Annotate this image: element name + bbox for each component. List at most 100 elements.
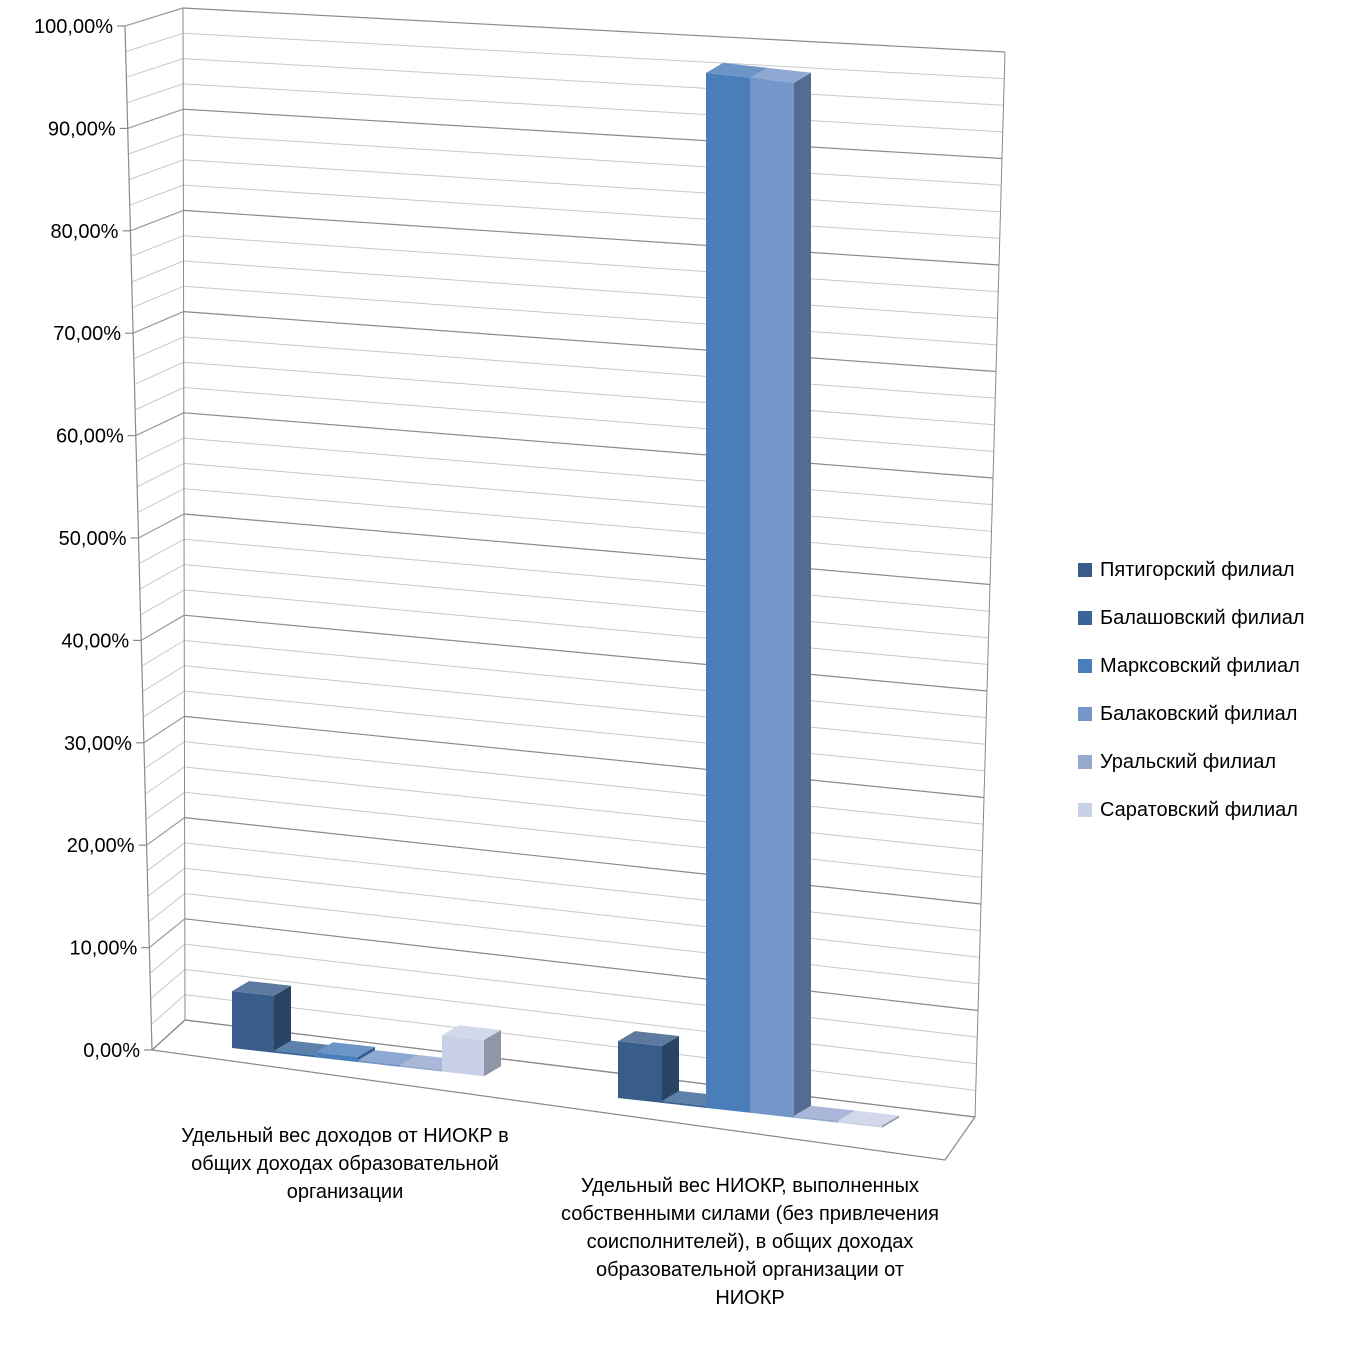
- gridline: [184, 766, 983, 852]
- bar-side-1-1: [274, 985, 291, 1053]
- gridline: [184, 741, 984, 825]
- y-tick-label: 50,00%: [59, 528, 127, 550]
- gridline: [184, 867, 980, 958]
- left-wall-gridline: [149, 943, 186, 974]
- bar-1-3: [316, 1052, 358, 1063]
- legend-label: Уральский филиал: [1100, 750, 1277, 773]
- bar-top-2-4: [750, 67, 811, 83]
- left-wall-gridline: [131, 260, 184, 283]
- gridline: [183, 209, 1000, 266]
- left-wall-gridline: [144, 766, 185, 795]
- gridline: [184, 640, 987, 719]
- y-tick-label: 40,00%: [61, 630, 129, 652]
- legend-swatch: [1078, 563, 1092, 577]
- left-wall-gridline: [148, 918, 186, 949]
- left-wall-gridline: [138, 538, 185, 565]
- legend-swatch: [1078, 611, 1092, 625]
- gridline: [184, 918, 979, 1012]
- bar-top-2-6: [838, 1110, 899, 1126]
- category-label-2: Удельный вес НИОКР, выполненных собствен…: [561, 1175, 939, 1309]
- y-tick-label: 60,00%: [56, 426, 124, 448]
- legend-swatch: [1078, 707, 1092, 721]
- gridline: [183, 235, 999, 293]
- bar-1-6: [442, 1035, 484, 1077]
- bar-2-5: [794, 1115, 838, 1123]
- left-wall-gridline: [128, 134, 184, 155]
- legend-label: Марксовский филиал: [1100, 654, 1300, 677]
- bar-top-2-5: [794, 1105, 855, 1121]
- left-wall-gridline: [145, 791, 185, 821]
- bar-2-6: [838, 1120, 882, 1128]
- left-wall-gridline: [144, 741, 185, 769]
- left-wall-gridline: [129, 184, 184, 206]
- bar-1-1: [232, 991, 274, 1053]
- gridline: [183, 58, 1004, 106]
- left-wall-gridline: [146, 817, 185, 846]
- gridline: [184, 665, 986, 745]
- gridline: [183, 285, 997, 346]
- legend-item: Пятигорский филиал: [1078, 546, 1305, 594]
- gridline: [183, 513, 991, 586]
- left-wall-gridline: [134, 387, 184, 411]
- left-wall-gridline: [130, 235, 184, 257]
- bar-side-2-4: [794, 72, 811, 1118]
- legend-swatch: [1078, 755, 1092, 769]
- left-wall-gridline: [140, 589, 185, 616]
- left-wall-gridline: [126, 83, 184, 104]
- left-wall-gridline: [128, 159, 184, 181]
- gridline: [183, 159, 1001, 213]
- left-wall-gridline: [143, 715, 185, 744]
- left-wall-gridline: [140, 614, 185, 641]
- bar-side-2-6: [882, 1115, 899, 1128]
- gridline: [184, 968, 977, 1065]
- gridline: [183, 336, 996, 399]
- bar-2-2: [662, 1100, 706, 1108]
- left-wall-gridline: [124, 7, 184, 27]
- gridline: [183, 32, 1005, 80]
- left-wall-gridline: [136, 462, 185, 488]
- gridline: [184, 614, 988, 692]
- y-tick-label: 80,00%: [51, 221, 119, 243]
- category-label-1: Удельный вес доходов от НИОКР в общих до…: [181, 1125, 509, 1203]
- left-wall-gridline: [135, 412, 185, 437]
- gridline: [184, 994, 976, 1091]
- legend-item: Марксовский филиал: [1078, 642, 1305, 690]
- bar-top-1-1: [232, 981, 291, 996]
- left-wall-gridline: [132, 311, 184, 334]
- bar-2-1: [618, 1041, 662, 1103]
- bar-2-4: [750, 77, 794, 1118]
- y-tick-label: 70,00%: [53, 323, 121, 345]
- bar-2-3: [706, 72, 750, 1113]
- legend-item: Балаковский филиал: [1078, 690, 1305, 738]
- left-wall-gridline: [146, 842, 185, 872]
- left-wall-gridline: [138, 513, 185, 539]
- gridline: [183, 311, 997, 373]
- left-wall-gridline: [141, 640, 185, 667]
- legend-item: Уральский филиал: [1078, 738, 1305, 786]
- gridline: [183, 387, 994, 452]
- legend-label: Пятигорский филиал: [1100, 558, 1295, 581]
- y-tick-label: 20,00%: [67, 835, 135, 857]
- left-wall-gridline: [126, 58, 184, 78]
- gridline: [184, 564, 989, 639]
- bar-top-1-6: [442, 1025, 501, 1040]
- legend-label: Саратовский филиал: [1100, 798, 1298, 821]
- gridline: [183, 462, 992, 532]
- back-wall-right-edge: [974, 51, 1006, 1118]
- bar-top-2-1: [618, 1031, 679, 1047]
- gridline: [183, 361, 995, 426]
- gridline: [183, 488, 991, 559]
- bar-1-2: [274, 1050, 316, 1058]
- gridline: [184, 842, 981, 932]
- gridline: [184, 893, 979, 985]
- chart-floor: [150, 1019, 977, 1161]
- left-wall-gridline: [137, 488, 185, 513]
- legend-swatch: [1078, 803, 1092, 817]
- bar-side-1-6: [484, 1029, 501, 1077]
- gridline: [184, 817, 982, 905]
- legend-item: Балашовский филиал: [1078, 594, 1305, 642]
- left-wall-back-edge: [182, 7, 186, 1021]
- bar-1-4: [358, 1060, 400, 1067]
